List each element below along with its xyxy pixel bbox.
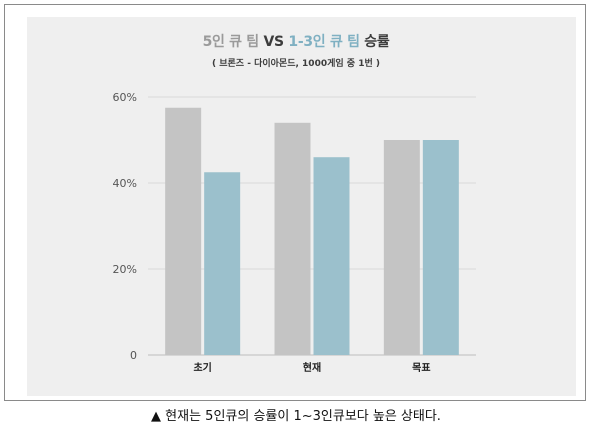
bar-series1-2 — [383, 140, 420, 355]
bar-series2-2 — [422, 140, 459, 355]
bar-series2-0 — [204, 172, 241, 355]
y-tick-label: 0 — [130, 349, 137, 362]
bar-series2-1 — [313, 157, 350, 355]
bar-series1-1 — [274, 122, 311, 355]
y-tick-label: 20% — [113, 263, 137, 276]
x-tick-label: 초기 — [193, 361, 211, 374]
chart-subtitle: ( 브론즈 - 다이아몬드, 1000게임 중 1번 ) — [212, 59, 380, 69]
bar-series1-0 — [165, 107, 202, 355]
title-vs: VS — [263, 34, 284, 50]
x-tick-label: 현재 — [303, 361, 321, 374]
title-part-5-queue: 5인 큐 팀 — [202, 34, 260, 50]
title-win-rate: 승률 — [364, 34, 390, 50]
x-tick-label: 목표 — [412, 362, 430, 374]
figure-caption: ▲ 현재는 5인큐의 승률이 1~3인큐보다 높은 상태다. — [151, 409, 441, 424]
y-tick-label: 40% — [113, 177, 137, 190]
title-part-1-3-queue: 1-3인 큐 팀 — [288, 34, 360, 50]
y-tick-label: 60% — [113, 91, 137, 104]
chart-title: 5인 큐 팀 VS 1-3인 큐 팀 승률 — [0, 31, 592, 51]
